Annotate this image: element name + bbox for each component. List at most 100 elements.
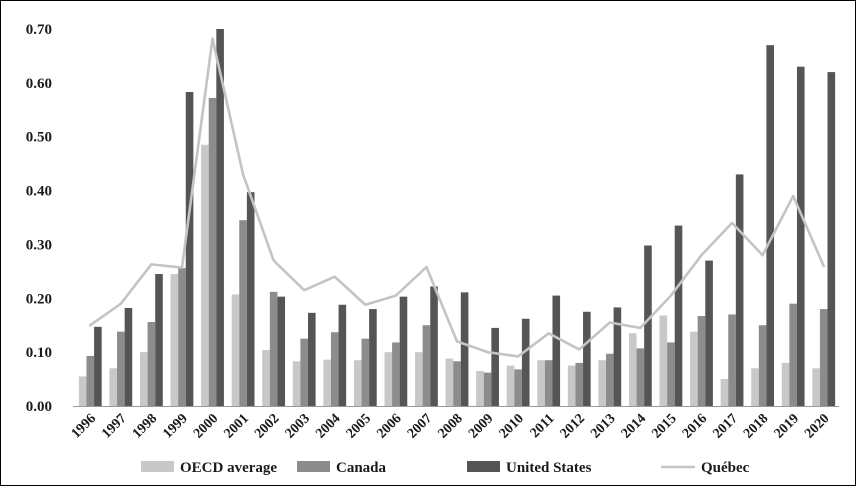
bar-canada-2003 (300, 338, 308, 406)
bar-united-states-2020 (827, 72, 836, 406)
x-tick-label: 2011 (528, 411, 558, 441)
bar-canada-2002 (269, 291, 278, 406)
bar-oecd-average-2001 (231, 294, 240, 406)
x-tick-label: 2002 (252, 411, 282, 441)
bar-united-states-2014 (644, 245, 652, 406)
legend-swatch-oecd-average (141, 461, 174, 472)
bar-oecd-average-1997 (109, 368, 118, 406)
legend-label-canada: Canada (336, 460, 387, 476)
x-tick-label: 1998 (130, 411, 160, 441)
bar-canada-2018 (758, 325, 767, 406)
bar-united-states-2002 (277, 296, 286, 406)
bar-united-states-1996 (94, 326, 102, 406)
bar-canada-1996 (86, 355, 95, 406)
y-tick-label: 0.00 (26, 399, 52, 415)
legend-label-oecd-average: OECD average (180, 460, 277, 476)
bar-oecd-average-2007 (415, 352, 423, 406)
bar-canada-1998 (147, 321, 156, 406)
bar-oecd-average-2012 (567, 365, 576, 406)
bar-united-states-2016 (705, 260, 713, 406)
bar-canada-2006 (392, 342, 400, 406)
bar-oecd-average-2002 (262, 349, 270, 406)
bar-oecd-average-2008 (445, 358, 454, 406)
bar-canada-2014 (636, 348, 645, 406)
bar-canada-2000 (208, 97, 217, 406)
y-tick-label: 0.40 (26, 184, 52, 200)
bar-canada-2004 (330, 332, 339, 406)
bar-united-states-2001 (246, 192, 255, 406)
bar-canada-2020 (819, 309, 828, 406)
bar-oecd-average-2004 (323, 359, 331, 406)
bar-united-states-2019 (796, 66, 805, 406)
legend-swatch-canada (297, 461, 330, 472)
bar-united-states-2017 (735, 174, 744, 406)
x-tick-label: 2007 (405, 411, 435, 441)
bar-united-states-2009 (491, 327, 499, 406)
x-tick-label: 2016 (680, 411, 710, 441)
bar-oecd-average-2014 (628, 333, 637, 406)
bar-oecd-average-1998 (140, 352, 148, 406)
bar-united-states-2004 (338, 304, 347, 406)
bar-oecd-average-2015 (659, 315, 668, 406)
x-tick-label: 2019 (772, 411, 802, 441)
bar-united-states-2003 (308, 312, 316, 406)
bar-canada-2017 (728, 314, 736, 406)
x-tick-label: 1996 (69, 411, 99, 441)
bar-united-states-2013 (613, 307, 622, 406)
y-tick-label: 0.30 (26, 237, 52, 253)
bar-oecd-average-2017 (720, 379, 729, 406)
quebec-line (88, 37, 826, 358)
x-tick-label: 2000 (191, 411, 221, 441)
bar-united-states-2011 (552, 295, 561, 406)
bars (78, 29, 836, 407)
bar-oecd-average-2009 (476, 370, 484, 406)
bar-canada-2015 (667, 342, 675, 406)
x-tick-label: 2015 (649, 411, 679, 441)
bar-oecd-average-2016 (690, 331, 698, 406)
bar-oecd-average-2020 (812, 368, 820, 406)
bar-oecd-average-1999 (170, 274, 179, 406)
x-tick-label: 2004 (313, 411, 343, 441)
bar-oecd-average-2000 (201, 144, 209, 407)
legend: OECD average Canada United States Québec (141, 460, 750, 476)
x-tick-label: 2006 (374, 411, 404, 441)
bar-canada-2019 (789, 303, 797, 406)
bar-canada-1999 (178, 268, 186, 406)
legend-swatch-united-states (467, 461, 500, 472)
x-axis-ticks: 1996 1997 1998 1999 2000 2001 2002 2003 2004 2005… (69, 411, 833, 441)
bar-oecd-average-2011 (537, 360, 545, 406)
bar-united-states-2006 (399, 296, 408, 406)
x-tick-label: 2020 (802, 411, 832, 441)
bar-canada-1997 (117, 331, 125, 406)
x-tick-label: 2003 (283, 411, 313, 441)
bar-canada-2005 (361, 338, 370, 406)
y-tick-label: 0.20 (26, 291, 52, 307)
bar-united-states-2008 (460, 292, 469, 406)
y-tick-label: 0.60 (26, 76, 52, 92)
bar-oecd-average-2013 (598, 360, 606, 406)
y-tick-label: 0.70 (26, 22, 52, 38)
bar-oecd-average-2003 (292, 361, 301, 406)
x-tick-label: 2013 (588, 411, 618, 441)
x-tick-label: 2018 (741, 411, 771, 441)
bar-united-states-1999 (185, 92, 194, 406)
bar-united-states-1998 (155, 274, 163, 406)
bar-united-states-2015 (674, 225, 683, 406)
x-tick-label: 2014 (619, 411, 649, 441)
bar-canada-2009 (483, 372, 492, 406)
legend-label-qu-bec: Québec (701, 460, 750, 476)
x-tick-label: 1999 (160, 411, 190, 441)
bar-canada-2011 (544, 360, 553, 406)
bar-united-states-2005 (369, 309, 377, 406)
x-tick-label: 2001 (222, 411, 252, 441)
bar-canada-2016 (697, 316, 706, 406)
x-tick-label: 2009 (466, 411, 496, 441)
bar-canada-2013 (606, 353, 614, 406)
quebec-line-layer (88, 37, 826, 358)
x-tick-label: 2010 (497, 411, 527, 441)
bar-united-states-2007 (430, 286, 438, 406)
bar-united-states-2010 (521, 318, 530, 406)
bar-canada-2007 (422, 325, 431, 406)
